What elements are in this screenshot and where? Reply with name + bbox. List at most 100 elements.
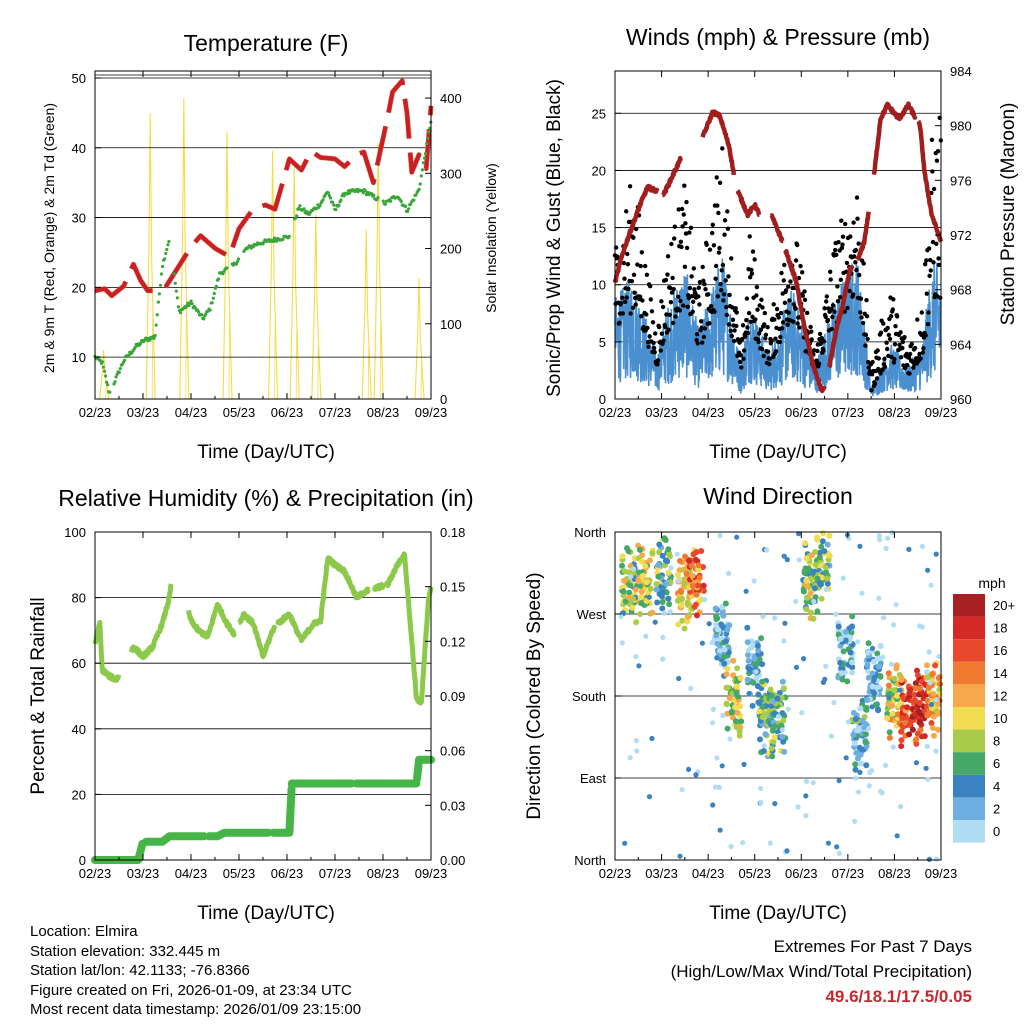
gust-point bbox=[625, 251, 630, 257]
gust-point bbox=[869, 388, 874, 393]
direction-point bbox=[734, 683, 740, 690]
gust-point bbox=[622, 276, 627, 281]
gust-point bbox=[882, 356, 887, 362]
x-tick-label: 03/23 bbox=[645, 866, 678, 881]
dewpoint-point bbox=[361, 191, 365, 195]
gust-point bbox=[797, 325, 802, 330]
direction-point bbox=[937, 681, 943, 688]
gust-point bbox=[729, 256, 734, 261]
direction-point bbox=[885, 670, 892, 677]
colorbar-label: 20+ bbox=[993, 598, 1015, 613]
direction-point bbox=[784, 557, 790, 563]
gust-point bbox=[909, 341, 914, 347]
direction-point bbox=[757, 736, 763, 743]
direction-axis-ticks: 02/23 03/23 04/23 05/23 06/23 07/23 08/23 09/23… bbox=[572, 525, 957, 881]
gust-point bbox=[684, 245, 690, 251]
gust-point bbox=[748, 275, 753, 280]
gust-point bbox=[786, 310, 791, 315]
direction-point bbox=[686, 766, 692, 773]
dewpoint-point bbox=[298, 204, 302, 208]
direction-point bbox=[921, 733, 928, 740]
direction-point bbox=[634, 748, 640, 754]
direction-point bbox=[675, 621, 682, 628]
gust-point bbox=[809, 337, 814, 342]
direction-point bbox=[823, 663, 829, 669]
gust-point bbox=[830, 303, 836, 308]
direction-point bbox=[927, 680, 933, 686]
direction-point bbox=[831, 700, 837, 706]
direction-point bbox=[771, 734, 778, 741]
direction-point bbox=[695, 562, 702, 569]
gust-point bbox=[774, 306, 780, 312]
direction-point bbox=[633, 619, 640, 626]
y2-tick-label: 0.00 bbox=[440, 853, 465, 868]
x-tick-label: 06/23 bbox=[271, 866, 304, 881]
dewpoint-point bbox=[164, 251, 168, 256]
gust-point bbox=[897, 342, 902, 348]
direction-point bbox=[913, 736, 920, 743]
direction-point bbox=[886, 695, 892, 701]
direction-point bbox=[760, 613, 766, 620]
colorbar-swatch bbox=[953, 820, 985, 843]
x-tick-label: 05/23 bbox=[223, 405, 256, 420]
gust-point bbox=[832, 309, 837, 314]
direction-point bbox=[820, 530, 826, 537]
gust-point bbox=[755, 307, 760, 312]
direction-point bbox=[618, 614, 624, 620]
y2-tick-label: 964 bbox=[950, 337, 972, 352]
gust-point bbox=[759, 297, 764, 302]
gust-point bbox=[687, 230, 692, 235]
direction-point bbox=[893, 665, 900, 672]
direction-point bbox=[898, 728, 905, 735]
gust-point bbox=[640, 298, 645, 303]
gust-point bbox=[800, 293, 805, 298]
gust-point bbox=[851, 220, 856, 225]
gust-point bbox=[852, 254, 857, 259]
dewpoint-point bbox=[217, 277, 221, 281]
direction-point bbox=[636, 663, 642, 669]
direction-ylabel: Direction (Colored By Speed) bbox=[524, 572, 545, 819]
gust-point bbox=[863, 343, 868, 348]
direction-point bbox=[865, 640, 872, 647]
gust-point bbox=[887, 336, 893, 342]
direction-point bbox=[770, 738, 777, 745]
x-tick-label: 07/23 bbox=[832, 405, 865, 420]
gust-point bbox=[669, 290, 675, 295]
direction-point bbox=[723, 671, 730, 678]
y2-tick-label: 0.12 bbox=[440, 634, 465, 649]
direction-point bbox=[838, 670, 845, 677]
direction-point bbox=[859, 590, 865, 596]
gust-point bbox=[620, 295, 625, 300]
dewpoint-point bbox=[148, 338, 152, 342]
direction-point bbox=[824, 575, 831, 582]
x-tick-label: 06/23 bbox=[785, 866, 818, 881]
direction-point bbox=[665, 569, 672, 576]
gust-point bbox=[767, 361, 772, 367]
direction-point bbox=[919, 624, 925, 630]
direction-point bbox=[713, 621, 719, 628]
x-tick-label: 08/23 bbox=[878, 405, 911, 420]
direction-point bbox=[717, 532, 723, 539]
gust-point bbox=[758, 327, 764, 332]
gust-point bbox=[931, 260, 936, 265]
gust-point bbox=[737, 340, 742, 345]
colorbar-swatch bbox=[953, 616, 985, 640]
solar-insolation-spike bbox=[414, 278, 425, 400]
gust-point bbox=[833, 247, 838, 253]
gust-point bbox=[660, 304, 666, 310]
gust-point bbox=[644, 312, 649, 317]
direction-point bbox=[764, 547, 770, 553]
direction-point bbox=[865, 650, 871, 656]
direction-point bbox=[921, 681, 928, 688]
gust-point bbox=[683, 221, 688, 226]
extremes-block: Extremes For Past 7 Days (High/Low/Max W… bbox=[671, 934, 972, 1009]
dewpoint-point bbox=[331, 200, 335, 204]
gust-point bbox=[680, 224, 685, 229]
gust-point bbox=[686, 295, 691, 301]
direction-point bbox=[649, 735, 655, 742]
gust-point bbox=[927, 273, 932, 278]
gust-point bbox=[892, 342, 898, 347]
dewpoint-point bbox=[337, 203, 341, 207]
station-elevation: Station elevation: 332.445 m bbox=[30, 942, 221, 960]
